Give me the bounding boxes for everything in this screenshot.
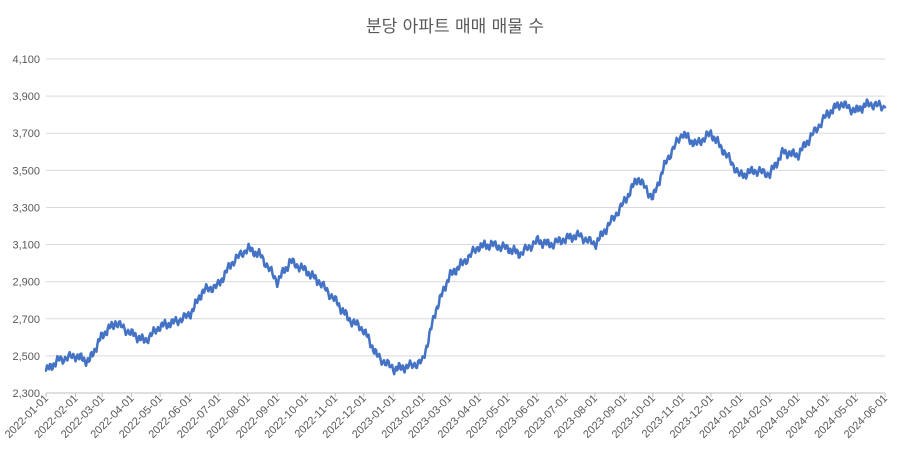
y-tick-label: 4,100	[12, 54, 40, 66]
y-tick-label: 2,700	[12, 314, 40, 326]
y-tick-label: 3,700	[12, 128, 40, 140]
series-layer	[44, 98, 887, 376]
y-axis-ticks: 2,300 2,500 2,700 2,900 3,100 3,300 3,500 3,700…	[12, 54, 40, 400]
y-tick-label: 2,900	[12, 277, 40, 289]
y-tick-label: 3,300	[12, 202, 40, 214]
y-tick-label: 2,500	[12, 351, 40, 363]
gridlines	[46, 58, 885, 394]
series-line	[44, 98, 887, 376]
x-axis-ticks: 2022-01-012022-02-012022-03-012022-04-01…	[3, 393, 890, 441]
chart-title: 분당 아파트 매매 매물 수	[366, 17, 544, 37]
y-tick-label: 3,900	[12, 91, 40, 103]
y-tick-label: 2,300	[12, 388, 40, 400]
y-tick-label: 3,500	[12, 165, 40, 177]
y-tick-label: 3,100	[12, 240, 40, 252]
